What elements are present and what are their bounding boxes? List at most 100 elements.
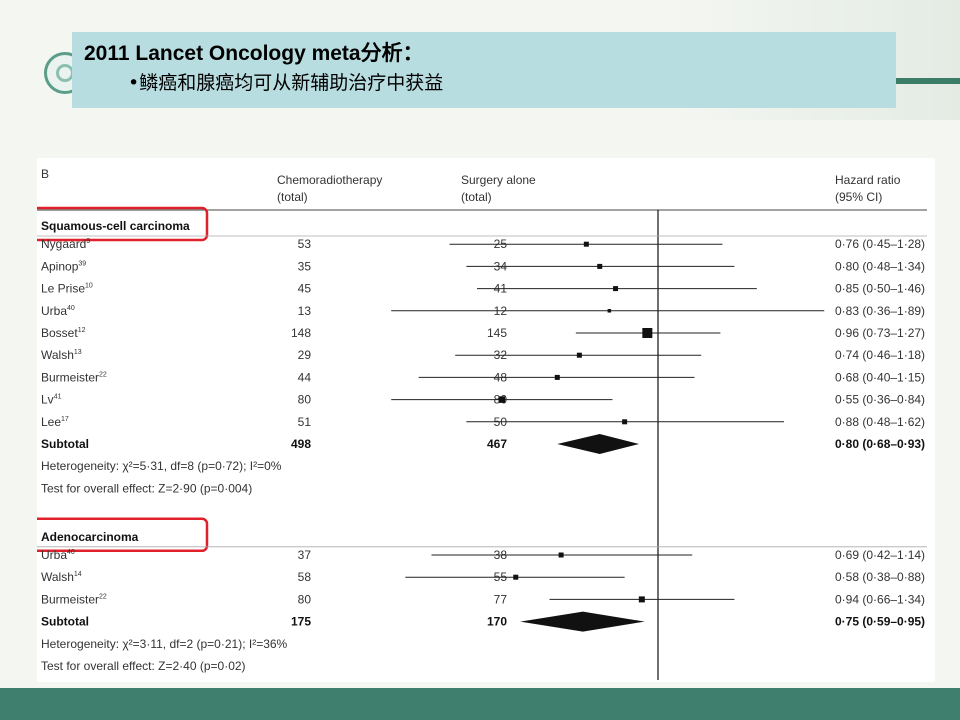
study-reference: 10 xyxy=(85,283,93,290)
heterogeneity-text: Heterogeneity: χ²=3·11, df=2 (p=0·21); I… xyxy=(41,637,288,651)
subtotal-diamond xyxy=(520,611,645,632)
group-highlight-box xyxy=(37,206,209,242)
header-hazard-ratio: Hazard ratio xyxy=(835,173,901,187)
study-crt-total: 53 xyxy=(298,237,312,251)
study-reference: 22 xyxy=(99,371,107,378)
decorative-line xyxy=(895,78,960,84)
heterogeneity-text: Heterogeneity: χ²=5·31, df=8 (p=0·72); I… xyxy=(41,459,282,473)
study-hazard-ratio: 0·69 (0·42–1·14) xyxy=(835,548,925,562)
study-surgery-total: 145 xyxy=(487,326,507,340)
study-point-marker xyxy=(583,241,589,247)
study-hazard-ratio: 0·80 (0·48–1·34) xyxy=(835,259,925,273)
study-reference: 22 xyxy=(99,593,107,600)
study-row-label: Lee17 xyxy=(41,415,69,429)
subtotal-hazard-ratio: 0·75 (0·59–0·95) xyxy=(835,615,925,629)
study-row-label: Nygaard9 xyxy=(41,237,90,251)
study-crt-total: 37 xyxy=(298,548,312,562)
study-point-marker xyxy=(607,309,612,313)
study-row-label: Le Prise10 xyxy=(41,282,93,296)
study-crt-total: 148 xyxy=(291,326,311,340)
study-reference: 14 xyxy=(74,571,82,578)
study-point-marker xyxy=(622,419,628,425)
header-chemoradiotherapy: Chemoradiotherapy xyxy=(277,173,382,187)
header-chemoradiotherapy-total: (total) xyxy=(277,190,308,204)
study-reference: 17 xyxy=(61,416,69,423)
study-reference: 40 xyxy=(67,549,75,556)
subtotal-label: Subtotal xyxy=(41,437,89,451)
study-hazard-ratio: 0·55 (0·36–0·84) xyxy=(835,393,925,407)
forest-plot: B Chemoradiotherapy (total) Surgery alone (t… xyxy=(37,158,935,682)
group-title: Squamous-cell carcinoma xyxy=(41,219,190,233)
subtotal-label: Subtotal xyxy=(41,615,89,629)
study-crt-total: 29 xyxy=(298,348,312,362)
study-reference: 13 xyxy=(74,349,82,356)
subtotal-surgery-total: 170 xyxy=(487,615,507,629)
study-hazard-ratio: 0·68 (0·40–1·15) xyxy=(835,370,925,384)
study-name: Le Prise xyxy=(41,282,85,296)
study-reference: 40 xyxy=(67,305,75,312)
slide-title-box: 2011 Lancet Oncology meta分析： •鳞癌和腺癌均可从新辅… xyxy=(72,32,896,108)
study-reference: 39 xyxy=(78,260,86,267)
study-point-marker xyxy=(597,263,603,269)
bottom-bar xyxy=(0,688,960,720)
study-name: Nygaard xyxy=(41,237,86,251)
study-name: Bosset xyxy=(41,326,78,340)
subtotal-crt-total: 498 xyxy=(291,437,311,451)
study-name: Walsh xyxy=(41,348,74,362)
study-crt-total: 51 xyxy=(298,415,312,429)
header-surgery-alone-total: (total) xyxy=(461,190,492,204)
study-crt-total: 80 xyxy=(298,393,312,407)
study-name: Lee xyxy=(41,415,61,429)
study-name: Burmeister xyxy=(41,592,99,606)
study-name: Lv xyxy=(41,393,54,407)
subtotal-crt-total: 175 xyxy=(291,615,311,629)
study-row-label: Burmeister22 xyxy=(41,592,107,606)
study-hazard-ratio: 0·94 (0·66–1·34) xyxy=(835,592,925,606)
study-reference: 12 xyxy=(78,327,86,334)
study-reference: 41 xyxy=(54,394,62,401)
group-title: Adenocarcinoma xyxy=(41,530,139,544)
study-row-label: Urba40 xyxy=(41,548,75,562)
study-crt-total: 80 xyxy=(298,592,312,606)
study-crt-total: 45 xyxy=(298,282,312,296)
study-row-label: Burmeister22 xyxy=(41,370,107,384)
study-row-label: Walsh14 xyxy=(41,570,82,584)
subtotal-surgery-total: 467 xyxy=(487,437,507,451)
header-surgery-alone: Surgery alone xyxy=(461,173,536,187)
study-crt-total: 58 xyxy=(298,570,312,584)
study-crt-total: 35 xyxy=(298,259,312,273)
header-hazard-ratio-ci: (95% CI) xyxy=(835,190,882,204)
study-point-marker xyxy=(642,328,653,338)
study-reference: 9 xyxy=(86,238,90,245)
study-name: Burmeister xyxy=(41,370,99,384)
study-row-label: Apinop39 xyxy=(41,259,86,273)
subtotal-diamond xyxy=(557,434,640,454)
study-point-marker xyxy=(513,574,519,580)
slide-bullet: •鳞癌和腺癌均可从新辅助治疗中获益 xyxy=(128,72,444,94)
study-point-marker xyxy=(613,286,619,292)
study-hazard-ratio: 0·76 (0·45–1·28) xyxy=(835,237,925,251)
study-point-marker xyxy=(638,596,645,603)
group-highlight-box xyxy=(37,517,209,553)
study-name: Urba xyxy=(41,548,67,562)
slide-title: 2011 Lancet Oncology meta分析： xyxy=(84,42,424,65)
study-point-marker xyxy=(498,396,506,403)
study-row-label: Urba40 xyxy=(41,304,75,318)
overall-effect-text: Test for overall effect: Z=2·90 (p=0·004… xyxy=(41,481,252,495)
forest-plot-svg: B Chemoradiotherapy (total) Surgery alone (t… xyxy=(37,167,927,680)
study-row-label: Walsh13 xyxy=(41,348,82,362)
study-name: Walsh xyxy=(41,570,74,584)
overall-effect-text: Test for overall effect: Z=2·40 (p=0·02) xyxy=(41,659,246,673)
study-crt-total: 44 xyxy=(298,370,312,384)
study-hazard-ratio: 0·58 (0·38–0·88) xyxy=(835,570,925,584)
study-hazard-ratio: 0·96 (0·73–1·27) xyxy=(835,326,925,340)
study-name: Urba xyxy=(41,304,67,318)
study-point-marker xyxy=(576,352,582,358)
study-hazard-ratio: 0·88 (0·48–1·62) xyxy=(835,415,925,429)
study-surgery-total: 77 xyxy=(494,592,508,606)
study-row-label: Bosset12 xyxy=(41,326,86,340)
study-point-marker xyxy=(554,374,560,380)
panel-label: B xyxy=(41,167,49,181)
study-name: Apinop xyxy=(41,259,79,273)
study-row-label: Lv41 xyxy=(41,393,62,407)
